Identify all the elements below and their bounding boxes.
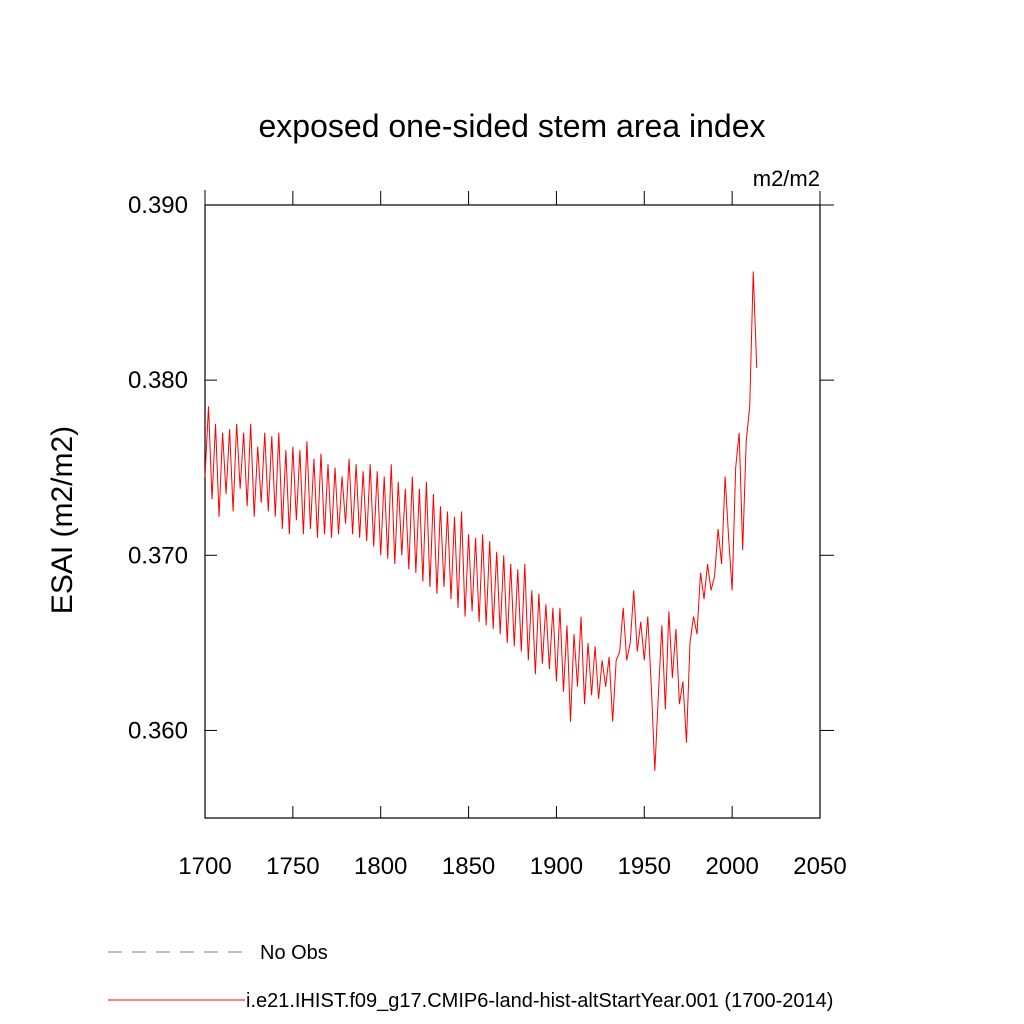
x-tick-label: 2000 (705, 853, 758, 880)
x-tick-label: 1900 (530, 853, 583, 880)
y-tick-label: 0.380 (128, 367, 188, 394)
y-tick-label: 0.370 (128, 542, 188, 569)
x-tick-label: 2050 (793, 853, 846, 880)
data-line (204, 271, 758, 771)
y-axis-label: ESAI (m2/m2) (46, 426, 79, 614)
legend-label: i.e21.IHIST.f09_g17.CMIP6-land-hist-altS… (246, 990, 833, 1012)
x-tick-label: 1700 (178, 853, 231, 880)
x-tick-label: 1800 (354, 853, 407, 880)
plot-frame (204, 204, 821, 819)
units-label: m2/m2 (753, 166, 820, 191)
y-tick-label: 0.360 (128, 717, 188, 744)
legend-label: No Obs (260, 942, 328, 964)
x-tick-label: 1750 (266, 853, 319, 880)
x-tick-label: 1850 (442, 853, 495, 880)
chart-title: exposed one-sided stem area index (259, 108, 766, 144)
y-tick-label: 0.390 (128, 192, 188, 219)
x-tick-label: 1950 (618, 853, 671, 880)
